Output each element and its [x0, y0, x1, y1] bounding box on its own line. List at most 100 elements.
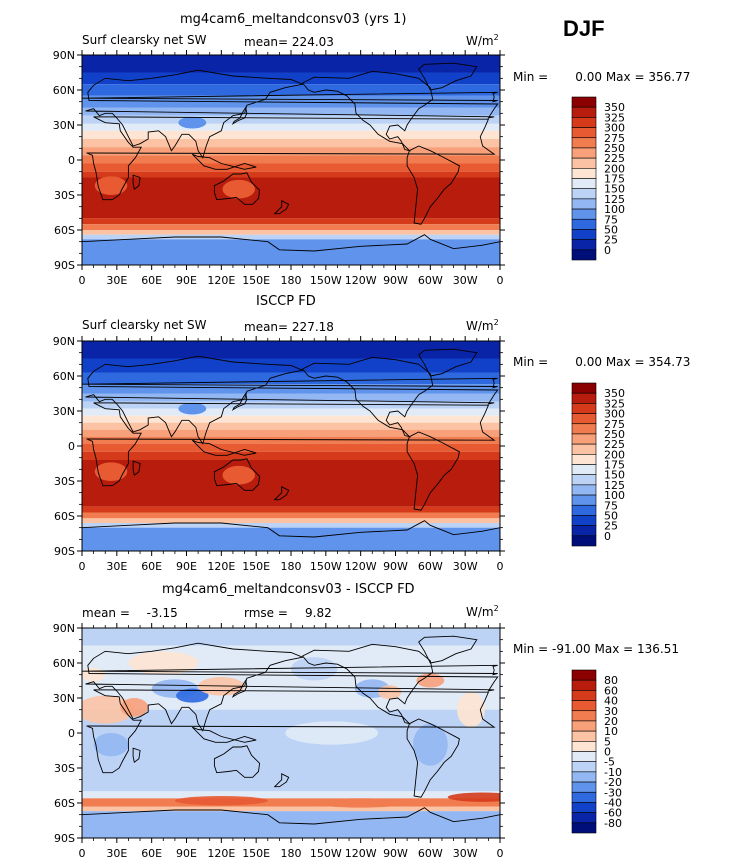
coastline-antarctica [82, 807, 500, 838]
min-max-readout: Min = -91.00 Max = 136.51 [513, 642, 679, 656]
field-band-5 [82, 798, 500, 807]
coastline-africa [86, 689, 496, 774]
colorbar-label: 25 [604, 234, 618, 247]
coastline-antarctica [82, 520, 500, 551]
diff-blob-0 [82, 695, 135, 724]
lon-label: 150W [310, 274, 342, 287]
colorbar-label: 150 [604, 183, 625, 196]
coastline-new-zealand [273, 486, 290, 501]
field-band-17 [82, 234, 500, 240]
panel-title: mg4cam6_meltandconsv03 - ISCCP FD [162, 582, 415, 597]
lon-label: 120E [207, 560, 235, 573]
lon-label: 0 [497, 847, 504, 860]
coastline-eurasia [85, 355, 499, 445]
variable-label: Surf clearsky net SW [82, 318, 207, 332]
panel-title: ISCCP FD [256, 294, 316, 309]
coastline-uk [82, 91, 498, 103]
lon-label: 0 [79, 274, 86, 287]
coastline-indonesia [191, 153, 257, 170]
colorbar-label: 125 [604, 479, 625, 492]
colorbar-segment [571, 720, 597, 732]
diff-mean-value: -3.15 [146, 606, 178, 620]
colorbar-segment [571, 494, 597, 506]
coastline-indonesia [191, 439, 257, 456]
colorbar-label: -80 [604, 817, 622, 830]
colorbar-label: 175 [604, 459, 625, 472]
units-label: W/m2 [466, 318, 499, 333]
lat-label: 30S [54, 189, 75, 202]
colorbar-segment [571, 464, 597, 475]
field-band-14 [82, 218, 500, 225]
field-band-3 [82, 709, 500, 792]
map-frame [81, 340, 501, 552]
lon-label: 30E [106, 847, 127, 860]
colorbar-segment [571, 229, 597, 240]
diff-blob-7 [416, 673, 445, 688]
colorbar-label: 0 [604, 530, 611, 543]
lon-label: 150W [310, 847, 342, 860]
coastline-greenland [418, 348, 478, 377]
field-band-2 [82, 84, 500, 96]
colorbar-segment [571, 710, 597, 722]
min-value: 0.00 [575, 70, 602, 84]
lat-label: 90S [54, 259, 75, 272]
min-label: Min = [513, 642, 549, 656]
lon-label: 90W [383, 847, 408, 860]
rmse-label-text: rmse = [244, 606, 288, 620]
field-band-16 [82, 518, 500, 523]
units-sup: 2 [493, 604, 499, 613]
colorbar-label: 275 [604, 132, 625, 145]
lon-label: 90E [176, 847, 197, 860]
diff-blob-15 [314, 798, 408, 808]
land-warm-africa [94, 462, 128, 481]
colorbar-segment [571, 525, 597, 537]
field-band-11 [82, 443, 500, 452]
units-sup: 2 [493, 33, 499, 42]
lat-label: 30N [53, 119, 75, 132]
field-band-8 [82, 422, 500, 430]
units-base: W/m [466, 605, 494, 619]
colorbar-segment [571, 454, 597, 465]
lat-label: 60S [54, 224, 75, 237]
coastline-north-america [301, 643, 434, 725]
mean-value: 227.18 [291, 320, 334, 334]
lon-label: 180 [281, 274, 302, 287]
colorbar-label: 30 [604, 705, 618, 718]
lat-label: 0 [68, 154, 75, 167]
lon-label: 30W [453, 274, 478, 287]
diff-blob-4 [198, 677, 245, 696]
colorbar-segment [571, 751, 597, 762]
colorbar-segment [571, 382, 597, 394]
units-label: W/m2 [466, 33, 499, 48]
mean-label-text: mean= [244, 35, 289, 49]
colorbar-label: 50 [604, 509, 618, 522]
colorbar-label: 200 [604, 448, 625, 461]
colorbar-segment [571, 413, 597, 425]
coastline-madagascar [132, 460, 141, 476]
colorbar-label: 60 [604, 684, 618, 697]
field-band-14 [82, 506, 500, 513]
colorbar-segment [571, 127, 597, 139]
min-value: 0.00 [575, 355, 602, 369]
colorbar-label: 100 [604, 203, 625, 216]
coastline-new-zealand [273, 200, 290, 215]
lat-label: 60N [53, 370, 75, 383]
colorbar-segment [571, 791, 597, 803]
lon-label: 120W [345, 274, 377, 287]
field [82, 341, 500, 551]
colorbar-label: 75 [604, 213, 618, 226]
lat-label: 60N [53, 657, 75, 670]
lon-label: 30E [106, 560, 127, 573]
colorbar-segment [571, 822, 597, 834]
field-band-16 [82, 230, 500, 235]
colorbar-label: 25 [604, 520, 618, 533]
field-band-6 [82, 806, 500, 812]
coastline-south-america [406, 431, 460, 511]
diff-blob-18 [82, 667, 106, 682]
colorbar-segment [571, 802, 597, 813]
map-panel-1: mg4cam6_meltandconsv03 (yrs 1) Surf clea… [0, 0, 732, 290]
colorbar-segment [571, 239, 597, 251]
field-band-13 [82, 177, 500, 219]
lon-label: 0 [497, 560, 504, 573]
lon-label: 0 [497, 274, 504, 287]
